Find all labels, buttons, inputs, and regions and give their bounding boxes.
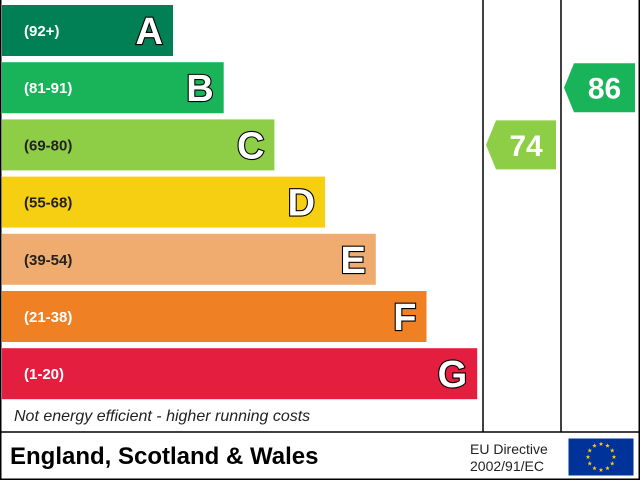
eu-star-icon (611, 454, 617, 459)
eu-directive-line2: 2002/91/EC (470, 458, 544, 474)
rating-arrow-potential (564, 63, 635, 113)
band-bar-d (2, 176, 326, 228)
band-bar-e (2, 233, 376, 285)
eu-star-icon (605, 465, 610, 471)
band-range-c: (69-80) (24, 137, 72, 154)
rating-value-potential: 86 (588, 73, 621, 106)
band-letter-c: C (237, 125, 264, 167)
eu-flag-icon (567, 437, 635, 477)
eu-star-icon (609, 448, 615, 453)
eu-star-icon (609, 461, 615, 466)
band-letter-f: F (393, 297, 416, 339)
eu-directive-line1: EU Directive (470, 441, 548, 457)
band-letter-e: E (340, 240, 365, 282)
eu-star-icon (585, 454, 591, 459)
eu-star-icon (592, 443, 597, 448)
rating-value-current: 74 (509, 130, 543, 163)
rating-markers: 74 86 (486, 63, 635, 170)
band-range-g: (1-20) (24, 366, 64, 383)
band-range-f: (21-38) (24, 309, 72, 326)
eu-star-icon (587, 461, 593, 466)
band-range-b: (81-91) (24, 80, 72, 97)
band-bar-c (2, 119, 275, 171)
band-bar-g (2, 348, 478, 400)
band-letter-a: A (136, 11, 163, 53)
band-range-e: (39-54) (24, 252, 72, 269)
band-range-a: (92+) (24, 23, 59, 40)
band-letter-d: D (288, 183, 315, 225)
band-bar-f (2, 291, 427, 342)
bottom-note: Not energy efficient - higher running co… (14, 408, 310, 425)
band-range-d: (55-68) (24, 195, 72, 212)
band-letter-g: G (438, 354, 468, 396)
band-bar-a (2, 5, 173, 56)
eu-star-icon (598, 441, 604, 446)
footer-region: England, Scotland & Wales (10, 443, 318, 470)
eu-star-icon (598, 467, 604, 472)
eu-star-icon (592, 465, 597, 471)
rating-bands: (92+) A (81-91) B (69-80) C (55-68) D (39-54) E (2… (2, 5, 478, 400)
eu-star-icon (605, 443, 610, 448)
rating-arrow-current (486, 120, 556, 170)
band-bar-b (2, 62, 224, 114)
eu-star-icon (587, 448, 593, 453)
band-letter-b: B (186, 68, 213, 110)
